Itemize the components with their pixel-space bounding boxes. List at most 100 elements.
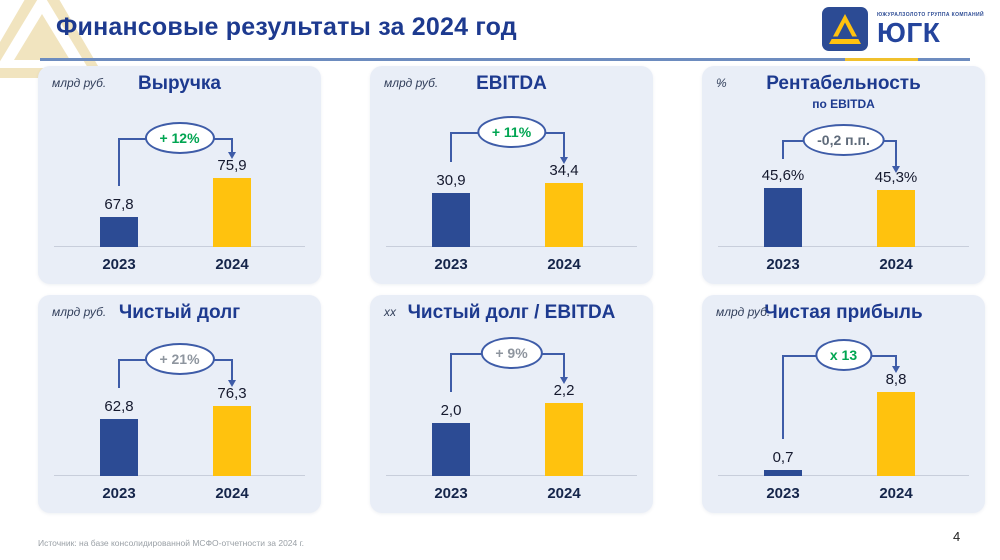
x-label-2024: 2024 — [547, 256, 581, 273]
x-axis-line — [54, 246, 305, 247]
bar-2023 — [100, 419, 138, 476]
x-label-2024: 2024 — [879, 256, 913, 273]
bar-group-2024: 2,2 — [536, 381, 592, 476]
bar-2024 — [545, 403, 583, 476]
change-bubble: -0,2 п.п. — [802, 124, 885, 156]
x-axis-line — [386, 475, 637, 476]
bar-value-2023: 2,0 — [440, 401, 462, 419]
connector-left-line — [450, 353, 452, 392]
x-label-2023: 2023 — [434, 256, 468, 273]
connector-left-line — [450, 132, 452, 162]
bar-2023 — [100, 217, 138, 247]
company-tagline: ЮЖУРАЛЗОЛОТО ГРУППА КОМПАНИЙ — [876, 11, 984, 18]
connector-right-line — [228, 359, 236, 387]
bar-group-2024: 34,4 — [536, 161, 592, 247]
bar-2024 — [213, 406, 251, 476]
bar-group-2023: 62,8 — [91, 397, 147, 476]
bar-2024 — [545, 183, 583, 247]
bar-value-2024: 34,4 — [549, 161, 579, 179]
bar-value-2024: 45,3% — [874, 168, 918, 186]
metric-card-net-debt: млрд руб. Чистый долг + 21% 62,8 76,3 20… — [38, 295, 321, 513]
header-divider-accent — [845, 58, 918, 61]
change-bubble: x 13 — [814, 339, 873, 371]
bar-value-2024: 8,8 — [885, 370, 907, 388]
bar-2023 — [764, 470, 802, 476]
unit-label: % — [716, 76, 727, 90]
x-label-2023: 2023 — [102, 256, 136, 273]
bar-2024 — [877, 392, 915, 476]
arrowhead-icon — [228, 152, 236, 159]
company-logo: ЮЖУРАЛЗОЛОТО ГРУППА КОМПАНИЙ ЮГК — [821, 7, 984, 51]
bar-group-2024: 8,8 — [868, 370, 924, 476]
bar-group-2023: 0,7 — [755, 448, 811, 476]
arrowhead-icon — [560, 377, 568, 384]
change-value: -0,2 п.п. — [817, 132, 870, 148]
x-axis-line — [718, 246, 969, 247]
bar-2023 — [764, 188, 802, 247]
connector-right-line — [560, 132, 568, 164]
page-title: Финансовые результаты за 2024 год — [56, 13, 517, 41]
metric-card-ebitda: млрд руб. EBITDA + 11% 30,9 34,4 2023 20… — [370, 66, 653, 284]
connector-left-line — [118, 138, 120, 186]
connector-right-line — [892, 355, 900, 373]
company-abbr: ЮГК — [876, 16, 941, 48]
bar-group-2024: 45,3% — [868, 168, 924, 247]
connector-left-line — [782, 140, 784, 159]
x-axis-line — [54, 475, 305, 476]
bar-value-2023: 62,8 — [104, 397, 134, 415]
x-label-2023: 2023 — [102, 485, 136, 502]
change-bubble: + 21% — [144, 343, 215, 375]
header-divider — [40, 58, 970, 61]
x-axis-line — [386, 246, 637, 247]
unit-label: млрд руб. — [716, 305, 771, 319]
connector-right-line — [892, 140, 900, 173]
bar-value-2024: 76,3 — [217, 384, 247, 402]
arrowhead-icon — [560, 157, 568, 164]
bar-value-2024: 2,2 — [553, 381, 575, 399]
x-label-2024: 2024 — [547, 485, 581, 502]
card-title: Выручка — [138, 73, 221, 94]
card-title: Рентабельность — [766, 73, 921, 94]
metric-card-net-profit: млрд руб. Чистая прибыль x 13 0,7 8,8 20… — [702, 295, 985, 513]
arrowhead-icon — [892, 366, 900, 373]
x-label-2023: 2023 — [766, 256, 800, 273]
x-label-2024: 2024 — [215, 485, 249, 502]
x-label-2024: 2024 — [215, 256, 249, 273]
x-label-2023: 2023 — [434, 485, 468, 502]
bar-group-2024: 76,3 — [204, 384, 260, 476]
bar-2024 — [213, 178, 251, 247]
unit-label: xx — [384, 305, 396, 319]
bar-value-2024: 75,9 — [217, 156, 247, 174]
arrowhead-icon — [228, 380, 236, 387]
change-value: + 11% — [491, 124, 532, 140]
unit-label: млрд руб. — [52, 76, 107, 90]
unit-label: млрд руб. — [52, 305, 107, 319]
unit-label: млрд руб. — [384, 76, 439, 90]
change-bubble: + 9% — [480, 337, 543, 369]
bar-group-2023: 67,8 — [91, 195, 147, 247]
change-value: + 21% — [159, 351, 200, 367]
x-axis-line — [718, 475, 969, 476]
bar-value-2023: 45,6% — [761, 166, 805, 184]
card-title: Чистый долг / EBITDA — [407, 302, 616, 323]
bar-value-2023: 30,9 — [436, 171, 466, 189]
bar-2023 — [432, 193, 470, 247]
card-subtitle: по EBITDA — [812, 97, 875, 111]
metric-card-net-debt-to-ebitda: xx Чистый долг / EBITDA + 9% 2,0 2,2 202… — [370, 295, 653, 513]
change-value: + 9% — [495, 345, 528, 361]
card-title: Чистый долг — [118, 302, 241, 323]
x-label-2023: 2023 — [766, 485, 800, 502]
source-note: Источник: на базе консолидированной МСФО… — [38, 538, 305, 548]
change-bubble: + 11% — [476, 116, 547, 148]
ugk-logo-icon — [821, 7, 868, 51]
bar-value-2023: 0,7 — [772, 448, 794, 466]
bar-2023 — [432, 423, 470, 476]
bar-2024 — [877, 190, 915, 247]
page-number: 4 — [953, 529, 961, 544]
change-value: x 13 — [829, 347, 858, 363]
bar-group-2023: 2,0 — [423, 401, 479, 476]
connector-right-line — [228, 138, 236, 159]
connector-left-line — [782, 355, 784, 439]
bar-value-2023: 67,8 — [104, 195, 134, 213]
connector-right-line — [560, 353, 568, 384]
